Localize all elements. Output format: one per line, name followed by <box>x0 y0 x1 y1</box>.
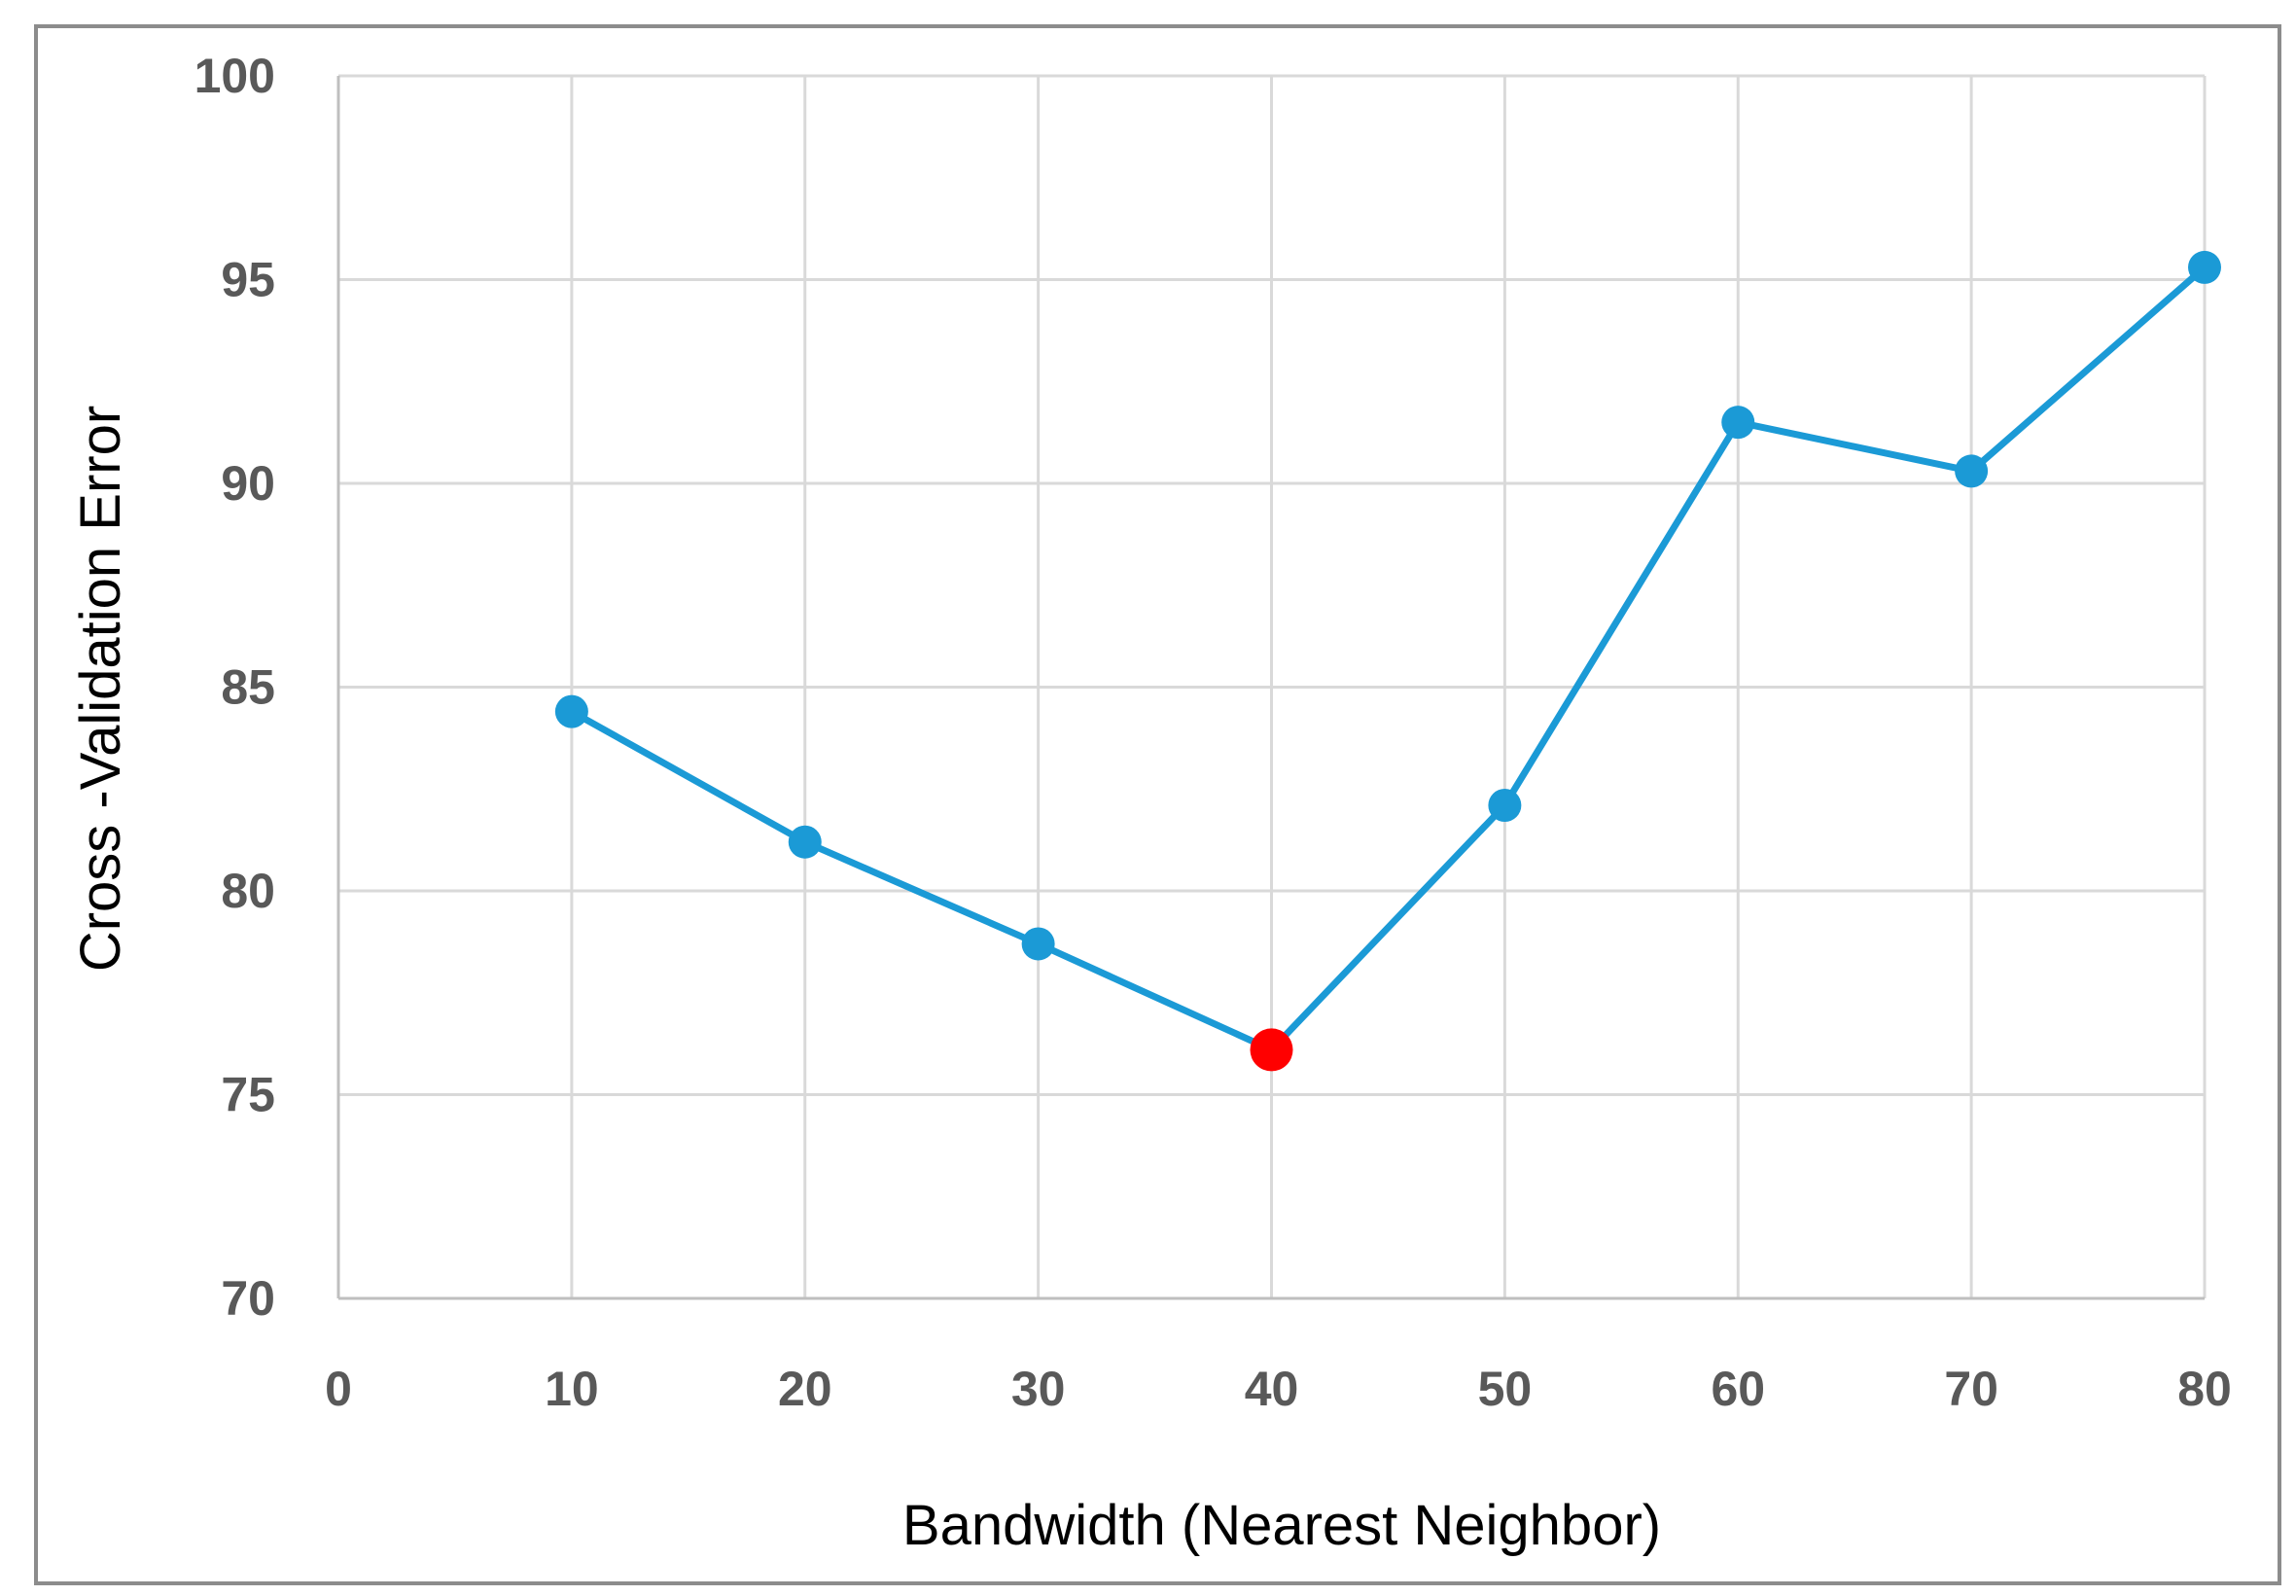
x-tick-label: 20 <box>778 1362 832 1416</box>
series-line <box>570 265 2208 1053</box>
data-point <box>1721 406 1755 440</box>
y-tick-label: 80 <box>221 864 275 918</box>
data-point <box>1488 789 1522 823</box>
x-tick-label: 40 <box>1245 1362 1299 1416</box>
data-point <box>788 825 822 859</box>
y-tick-label: 95 <box>221 253 275 307</box>
x-axis-title: Bandwidth (Nearest Neighbor) <box>902 1494 1661 1557</box>
chart-frame <box>34 24 2281 1585</box>
grid <box>338 74 2207 1298</box>
data-point <box>1021 927 1055 961</box>
y-tick-label: 100 <box>194 49 275 103</box>
x-tick-label: 60 <box>1711 1362 1765 1416</box>
x-tick-label: 70 <box>1944 1362 1998 1416</box>
tick-labels: 70 75 80 85 90 95 100 0 10 20 30 40 50 60 70 80 <box>194 49 2232 1416</box>
minimum-point-marker <box>1250 1028 1293 1072</box>
y-axis-title: Cross -Validation Error <box>69 406 132 972</box>
x-tick-label: 50 <box>1478 1362 1533 1416</box>
y-tick-label: 75 <box>221 1068 275 1122</box>
x-tick-label: 30 <box>1011 1362 1066 1416</box>
y-tick-label: 90 <box>221 456 275 511</box>
data-point <box>2188 250 2221 284</box>
x-tick-label: 0 <box>325 1362 352 1416</box>
data-point <box>1955 454 1989 488</box>
x-tick-label: 80 <box>2177 1362 2232 1416</box>
x-tick-label: 10 <box>545 1362 599 1416</box>
series <box>554 250 2221 1072</box>
y-tick-label: 70 <box>221 1271 275 1326</box>
y-tick-label: 85 <box>221 660 275 715</box>
data-point <box>554 694 588 728</box>
axes <box>336 76 2205 1300</box>
